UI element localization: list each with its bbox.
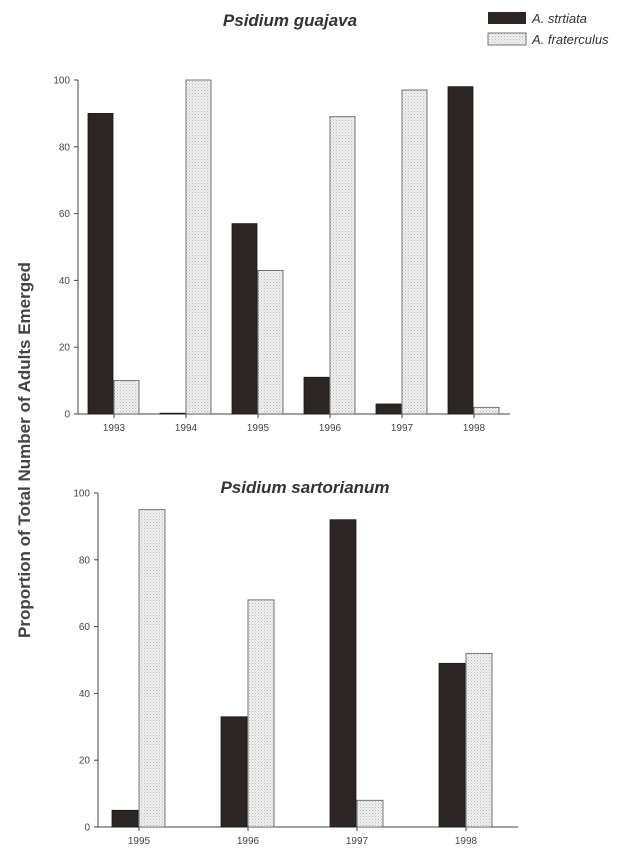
- chart-panel-psidium-guajava: Psidium guajava 0 20 40 60 80 100 1993 1994 1995…: [53, 11, 510, 434]
- y-tick-label: 60: [59, 209, 71, 220]
- legend-swatch-a-fraterculus: [487, 32, 527, 46]
- y-tick-label: 20: [79, 756, 91, 767]
- legend-swatch-a-strtiata: [488, 12, 526, 24]
- y-tick-label: 80: [79, 555, 91, 566]
- y-tick-label: 60: [79, 622, 91, 633]
- y-tick-label: 0: [84, 823, 90, 834]
- bar-a-fraterculus-1995: [138, 509, 166, 828]
- bar-a-fraterculus-1994: [185, 79, 212, 415]
- bar-a-fraterculus-1997: [401, 89, 428, 415]
- bar-a-fraterculus-1995: [257, 269, 284, 415]
- bar-a-strtiata-1995: [231, 223, 258, 415]
- bar-a-fraterculus-1993: [113, 380, 140, 415]
- x-tick-label: 1997: [391, 423, 414, 434]
- bar-a-strtiata-1994: [159, 412, 186, 415]
- y-tick-label: 100: [73, 489, 90, 500]
- legend: A. strtiata A. fraterculus: [487, 11, 609, 47]
- x-tick-label: 1998: [463, 423, 486, 434]
- bar-a-fraterculus-1996: [329, 116, 356, 415]
- bar-a-strtiata-1998: [438, 662, 466, 828]
- y-tick-label: 40: [79, 689, 91, 700]
- chart-title: Psidium sartorianum: [220, 478, 389, 497]
- y-tick-label: 80: [59, 142, 71, 153]
- bar-a-strtiata-1996: [303, 376, 330, 415]
- x-tick-label: 1996: [237, 836, 260, 847]
- x-tick-label: 1995: [128, 836, 151, 847]
- x-tick-label: 1996: [319, 423, 342, 434]
- chart-panel-psidium-sartorianum: Psidium sartorianum 0 20 40 60 80 100 1995 1996…: [73, 478, 518, 847]
- bar-a-fraterculus-1998: [465, 652, 493, 828]
- legend-label-a-fraterculus: A. fraterculus: [531, 32, 609, 47]
- y-tick-label: 40: [59, 276, 71, 287]
- y-tick-label: 0: [64, 410, 70, 421]
- bar-a-strtiata-1998: [447, 86, 474, 415]
- bar-a-strtiata-1996: [220, 716, 248, 828]
- y-tick-label: 100: [53, 76, 70, 87]
- bar-a-strtiata-1997: [329, 519, 357, 828]
- bar-a-fraterculus-1996: [247, 599, 275, 828]
- bar-a-fraterculus-1997: [356, 799, 384, 828]
- y-axis-label: Proportion of Total Number of Adults Eme…: [15, 262, 34, 638]
- x-tick-label: 1997: [346, 836, 369, 847]
- x-tick-label: 1998: [455, 836, 478, 847]
- x-tick-label: 1993: [103, 423, 126, 434]
- chart-title: Psidium guajava: [223, 11, 357, 30]
- bar-a-strtiata-1993: [87, 113, 114, 415]
- bar-a-fraterculus-1998: [473, 406, 500, 415]
- bar-a-strtiata-1995: [111, 809, 139, 828]
- x-tick-label: 1994: [175, 423, 198, 434]
- y-tick-label: 20: [59, 343, 71, 354]
- legend-label-a-strtiata: A. strtiata: [531, 11, 587, 26]
- bar-a-strtiata-1997: [375, 403, 402, 415]
- x-tick-label: 1995: [247, 423, 270, 434]
